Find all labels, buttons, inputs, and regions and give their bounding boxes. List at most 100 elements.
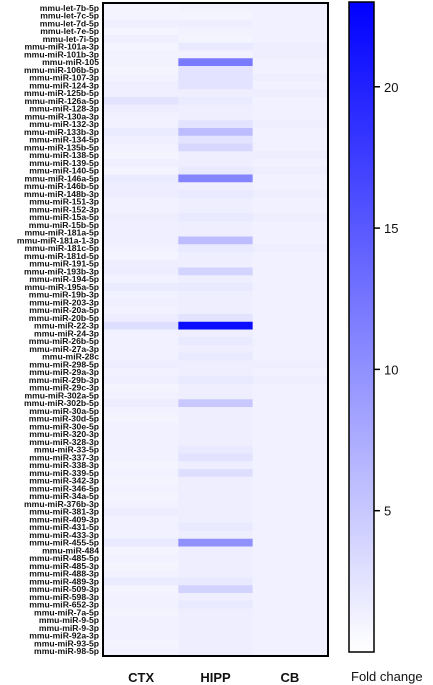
row-label: mmu-miR-15a-5p (29, 212, 99, 222)
heatmap-cell (104, 376, 179, 385)
heatmap-cell (252, 569, 328, 578)
heatmap-cell (104, 19, 179, 28)
heatmap-cell (252, 484, 328, 493)
heatmap-cell (178, 368, 253, 377)
heatmap-cell (178, 290, 253, 299)
column-label: CB (280, 670, 299, 685)
heatmap-cell (104, 4, 179, 13)
heatmap-cell (252, 368, 328, 377)
row-label: mmu-miR-139-5p (29, 158, 99, 168)
heatmap-cell (178, 391, 253, 400)
heatmap-cell (104, 500, 179, 509)
heatmap-cell (178, 50, 253, 59)
heatmap-cell (104, 360, 179, 369)
heatmap-cell (104, 73, 179, 82)
heatmap-cell (178, 267, 253, 276)
heatmap-cell (104, 492, 179, 501)
heatmap-cell (178, 259, 253, 268)
row-label: mmu-miR-181a-1-3p (17, 235, 99, 245)
row-label: mmu-miR-30a-5p (29, 406, 99, 416)
heatmap-cell (178, 562, 253, 571)
heatmap-cell (178, 81, 253, 90)
row-label: mmu-miR-328-3p (29, 437, 99, 447)
heatmap-cell (104, 461, 179, 470)
heatmap-cell (252, 205, 328, 214)
row-label: mmu-miR-15b-5p (29, 220, 99, 230)
heatmap-cell (178, 492, 253, 501)
heatmap-cell (178, 360, 253, 369)
row-label: mmu-miR-27a-3p (29, 344, 99, 354)
heatmap-cell (178, 616, 253, 625)
heatmap-cell (252, 42, 328, 51)
heatmap-cell (104, 562, 179, 571)
row-label: mmu-miR-132-3p (29, 119, 99, 129)
heatmap-cell (104, 430, 179, 439)
heatmap-cell (104, 174, 179, 183)
heatmap-cell (104, 383, 179, 392)
heatmap-cell (178, 430, 253, 439)
column-label: HIPP (200, 670, 231, 685)
heatmap-cell (104, 337, 179, 346)
heatmap-cell (252, 190, 328, 199)
heatmap-cell (104, 298, 179, 307)
heatmap-cell (178, 647, 253, 656)
heatmap-cell (252, 593, 328, 602)
heatmap-cell (252, 35, 328, 44)
heatmap-cell (252, 197, 328, 206)
heatmap-cell (178, 205, 253, 214)
heatmap-cell (104, 128, 179, 137)
heatmap-cell (252, 376, 328, 385)
heatmap-cell (252, 166, 328, 175)
row-label: mmu-miR-138-5p (29, 150, 99, 160)
heatmap-cell (178, 252, 253, 261)
heatmap-cell (104, 236, 179, 245)
row-label: mmu-miR-339-5p (29, 468, 99, 478)
heatmap-cell (252, 469, 328, 478)
heatmap-cell (178, 569, 253, 578)
heatmap-cell (252, 89, 328, 98)
heatmap-cell (104, 275, 179, 284)
heatmap-cell (178, 352, 253, 361)
heatmap-cell (178, 531, 253, 540)
row-labels: mmu-let-7b-5pmmu-let-7c-5pmmu-let-7d-5pm… (17, 3, 99, 656)
heatmap-cell (252, 399, 328, 408)
row-label: mmu-miR-181a-5p (25, 228, 100, 238)
heatmap-cell (252, 19, 328, 28)
row-label: mmu-miR-133b-3p (24, 127, 99, 137)
heatmap-cell (178, 120, 253, 129)
heatmap-cell (178, 19, 253, 28)
heatmap-cell (104, 631, 179, 640)
row-label: mmu-miR-489-3p (29, 576, 99, 586)
row-label: mmu-miR-337-3p (29, 452, 99, 462)
heatmap-cell (252, 221, 328, 230)
heatmap-cell (252, 445, 328, 454)
heatmap-cell (252, 562, 328, 571)
heatmap-cell (178, 453, 253, 462)
heatmap-frame (102, 2, 329, 657)
row-label: mmu-miR-130a-3p (25, 111, 100, 121)
heatmap-cell (252, 11, 328, 20)
row-label: mmu-miR-19b-3p (29, 290, 99, 300)
row-label: mmu-miR-484 (42, 545, 99, 555)
heatmap-cell (178, 159, 253, 168)
row-label: mmu-miR-376b-3p (24, 499, 99, 509)
heatmap-cell (178, 221, 253, 230)
row-label: mmu-miR-381-3p (29, 507, 99, 517)
heatmap-cell (104, 585, 179, 594)
heatmap-cell (178, 135, 253, 144)
row-label: mmu-miR-598-3p (29, 592, 99, 602)
heatmap-cell (178, 244, 253, 253)
heatmap-cell (104, 422, 179, 431)
heatmap-cell (178, 73, 253, 82)
row-label: mmu-miR-92a-3p (29, 631, 99, 641)
row-label: mmu-miR-320-3p (29, 429, 99, 439)
heatmap-cell (252, 453, 328, 462)
row-label: mmu-miR-151-3p (29, 197, 99, 207)
heatmap-cell (252, 97, 328, 106)
heatmap-cell (252, 50, 328, 59)
row-label: mmu-miR-342-3p (29, 476, 99, 486)
heatmap-cell (104, 531, 179, 540)
heatmap-cell (178, 166, 253, 175)
heatmap-cell (178, 11, 253, 20)
heatmap-cell (252, 430, 328, 439)
